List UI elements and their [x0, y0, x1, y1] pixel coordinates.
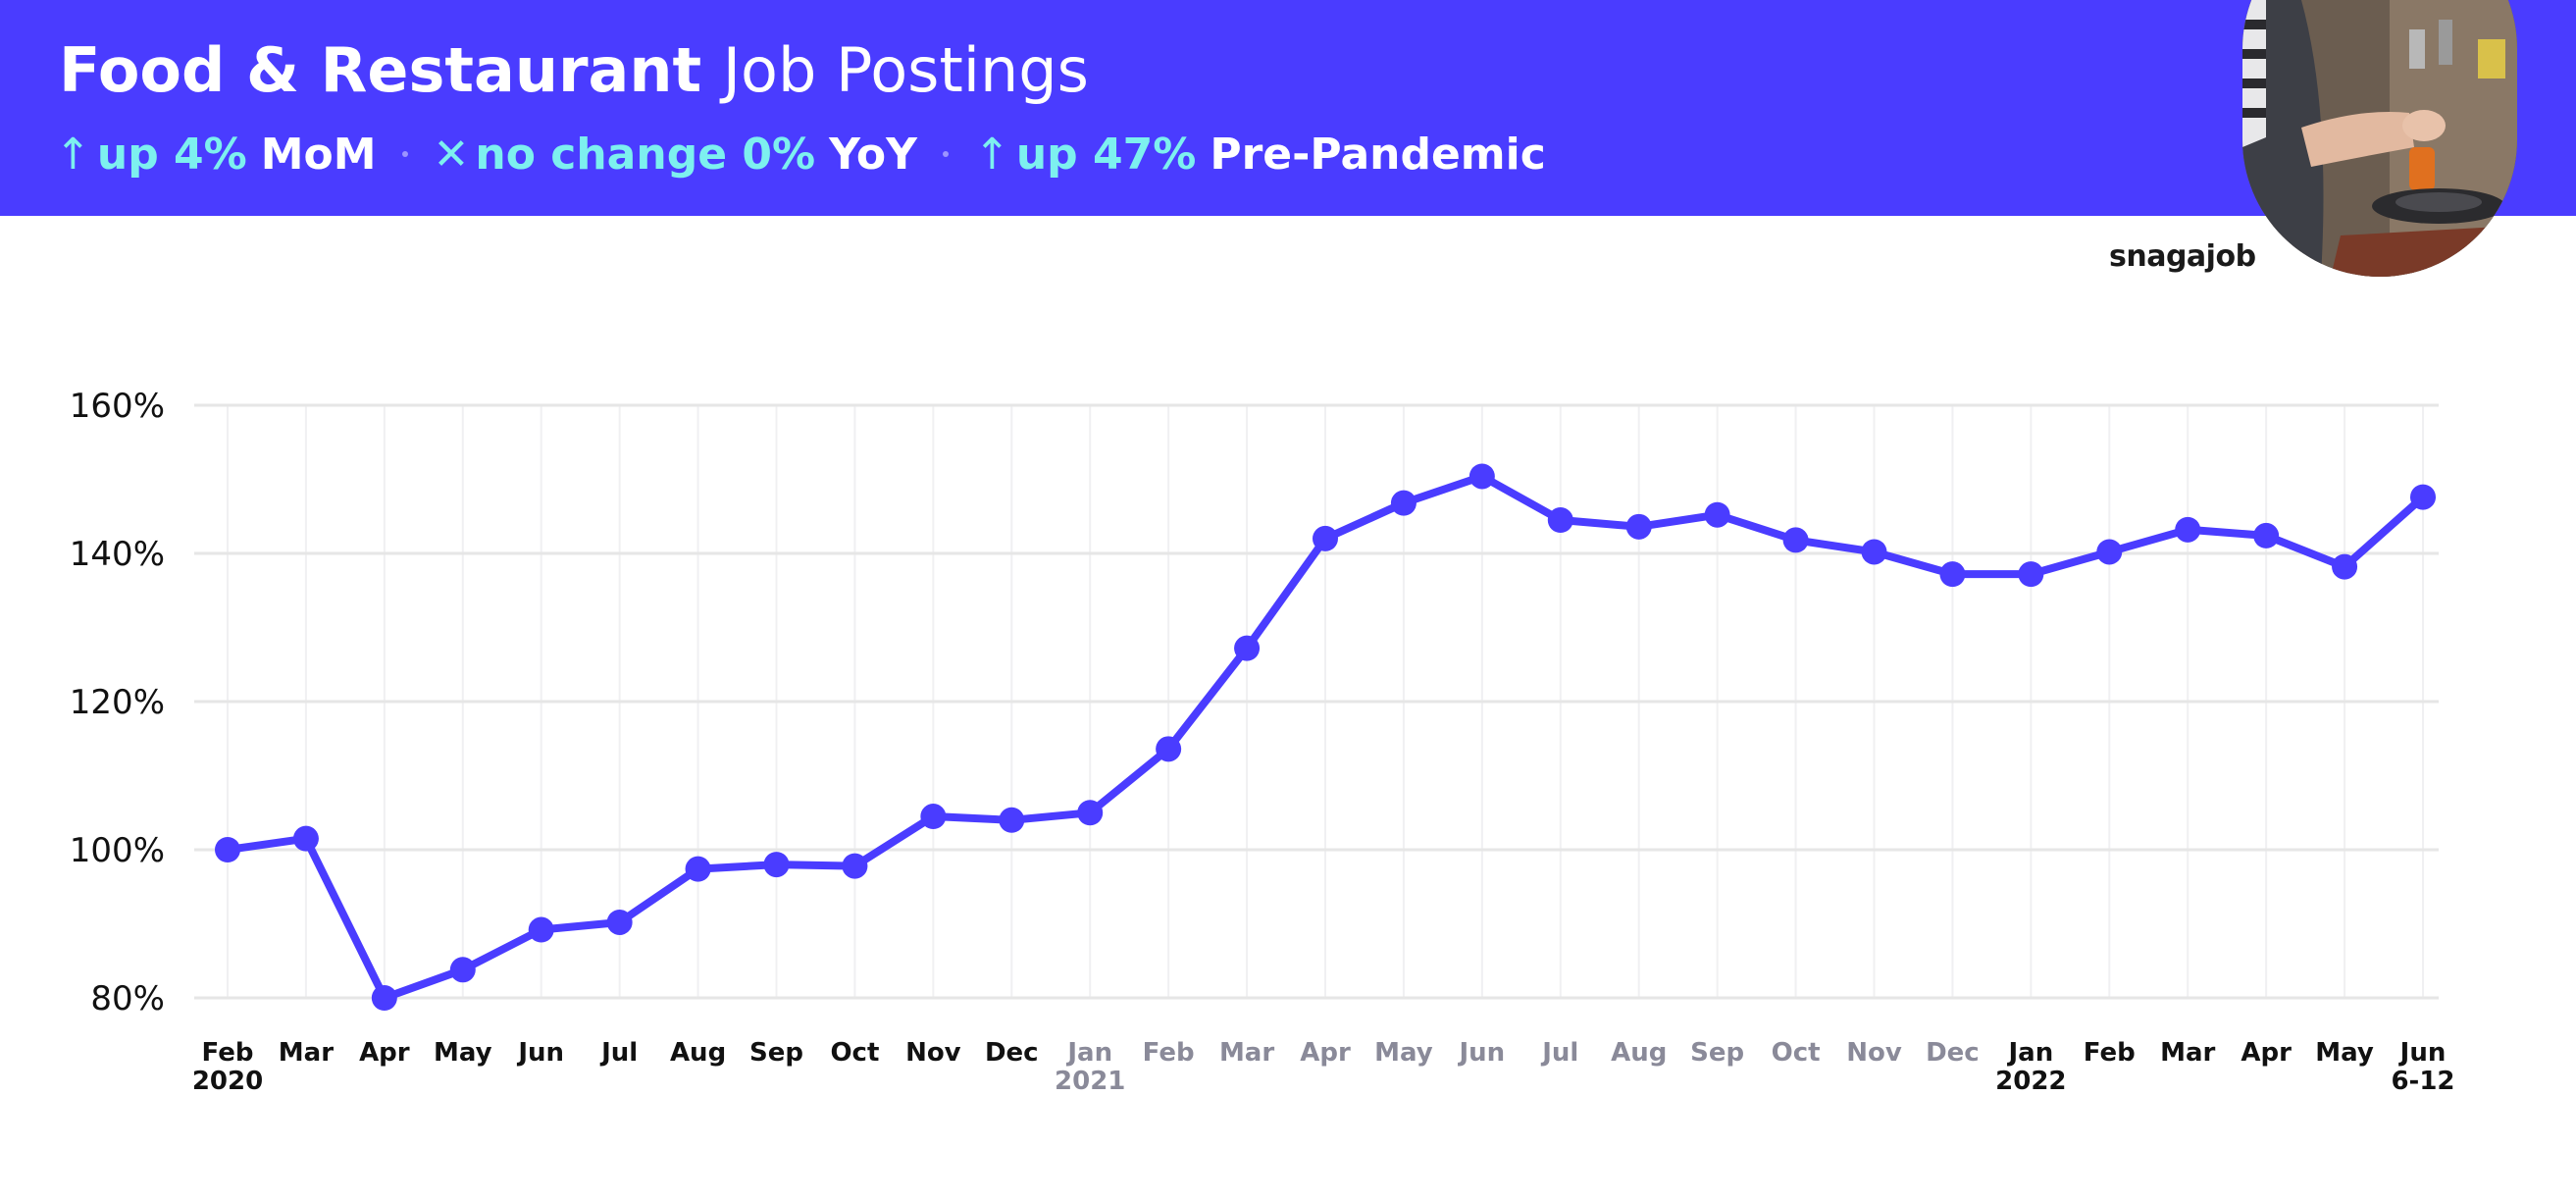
y-tick-label: 160% — [70, 387, 165, 426]
x-tick-label: Feb — [2084, 1038, 2136, 1068]
x-tick-label: Oct — [830, 1038, 879, 1068]
stat-pre-pandemic: ↑ up 47% Pre-Pandemic — [974, 130, 1546, 180]
data-point — [1468, 463, 1495, 490]
x-tick-label: Jul — [1540, 1038, 1578, 1068]
x-tick-label: Oct — [1772, 1038, 1821, 1068]
data-point — [1234, 635, 1261, 661]
x-tick-label: Aug — [1611, 1038, 1667, 1068]
data-point — [763, 852, 790, 878]
stat-mom-value: up 4% — [96, 129, 247, 180]
header-banner: Food & Restaurant Job Postings ↑ up 4% M… — [0, 0, 2576, 216]
data-point — [2253, 522, 2280, 548]
x-tick-label: Feb — [1143, 1038, 1195, 1068]
data-point — [2096, 539, 2123, 565]
data-point — [2018, 561, 2044, 588]
x-tick-year-label: 6-12 — [2391, 1067, 2454, 1096]
x-tick-label: Jun — [516, 1038, 564, 1068]
data-point — [1156, 736, 1182, 762]
data-point — [292, 825, 319, 852]
x-tick-label: May — [1374, 1038, 1433, 1068]
x-tick-label: Mar — [279, 1038, 334, 1068]
y-tick-label: 120% — [70, 683, 165, 722]
x-tick-label: Sep — [1690, 1038, 1744, 1068]
x-tick-label: May — [434, 1038, 492, 1068]
x-tick-label: Jan — [1065, 1038, 1112, 1068]
horizontal-gridlines — [194, 403, 2439, 1000]
arrow-up-icon: ↑ — [973, 129, 1010, 180]
x-tick-label: Apr — [2241, 1038, 2292, 1068]
brand-logo: snagajob — [2109, 239, 2256, 274]
y-axis-ticks: 80% 100% 120% 140% 160% — [70, 387, 165, 1018]
x-tick-label: Apr — [1300, 1038, 1351, 1068]
data-point — [2410, 484, 2436, 510]
data-point — [1077, 800, 1104, 826]
x-tick-label: Nov — [905, 1038, 961, 1068]
x-tick-year-label: 2021 — [1055, 1067, 1125, 1096]
x-tick-label: Dec — [985, 1038, 1039, 1068]
x-tick-label: Jul — [599, 1038, 638, 1068]
data-point — [2332, 553, 2358, 580]
title-bold: Food & Restaurant — [59, 34, 702, 106]
data-point — [1861, 539, 1887, 565]
stat-yoy-label: YoY — [829, 129, 917, 180]
data-point — [1625, 513, 1652, 540]
stat-pre-pandemic-value: up 47% — [1015, 129, 1197, 180]
y-tick-label: 140% — [70, 535, 165, 574]
header-photo — [2242, 0, 2517, 277]
x-tick-label: Mar — [1219, 1038, 1274, 1068]
x-tick-year-label: 2020 — [192, 1067, 263, 1096]
x-tick-label: Apr — [359, 1038, 410, 1068]
data-point — [606, 909, 633, 935]
stat-mom: ↑ up 4% MoM — [55, 130, 377, 180]
data-point — [1390, 490, 1417, 516]
separator-dot — [942, 151, 949, 157]
data-point — [999, 807, 1025, 833]
stats-row: ↑ up 4% MoM ✕ no change 0% YoY ↑ up 47% … — [55, 120, 1546, 188]
y-tick-label: 100% — [70, 831, 165, 870]
separator-dot — [401, 151, 408, 157]
stat-mom-label: MoM — [260, 129, 377, 180]
stat-yoy: ✕ no change 0% YoY — [434, 130, 917, 180]
data-point — [215, 837, 240, 862]
data-point — [528, 916, 554, 943]
data-point — [920, 804, 947, 830]
x-tick-label: Sep — [749, 1038, 803, 1068]
data-point — [1939, 561, 1966, 588]
x-tick-label: Dec — [1926, 1038, 1980, 1068]
x-tick-label: Jun — [1458, 1038, 1506, 1068]
page-title: Food & Restaurant Job Postings — [59, 29, 1089, 112]
data-point — [1547, 507, 1573, 534]
x-icon: ✕ — [433, 129, 470, 180]
data-point — [449, 957, 476, 983]
data-point — [1313, 525, 1338, 551]
x-tick-year-label: 2022 — [1995, 1067, 2066, 1096]
data-point — [371, 985, 397, 1011]
title-light: Job Postings — [722, 34, 1089, 106]
stat-pre-pandemic-label: Pre-Pandemic — [1210, 129, 1546, 180]
data-point — [842, 853, 868, 879]
y-tick-label: 80% — [90, 979, 165, 1018]
data-point — [2175, 516, 2201, 543]
x-tick-label: Jun — [2398, 1038, 2447, 1068]
stat-yoy-value: no change 0% — [475, 129, 816, 180]
x-tick-label: Jan — [2006, 1038, 2053, 1068]
series-layer — [215, 463, 2436, 1011]
data-point — [1704, 501, 1730, 528]
arrow-up-icon: ↑ — [55, 129, 91, 180]
data-point — [685, 856, 711, 882]
x-tick-label: May — [2315, 1038, 2374, 1068]
x-tick-label: Aug — [670, 1038, 726, 1068]
photo-illustration — [2242, 0, 2517, 277]
x-tick-label: Mar — [2160, 1038, 2215, 1068]
data-point — [1782, 527, 1809, 553]
x-tick-label: Nov — [1846, 1038, 1902, 1068]
x-tick-label: Feb — [202, 1038, 254, 1068]
